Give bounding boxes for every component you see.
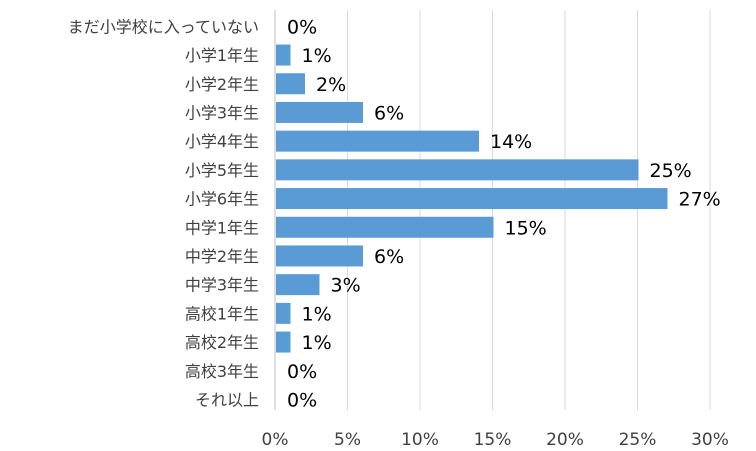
data-labels: 0% 1% 2% 6% 14% 25% 27% 15% 6% 3% 1% 1% 0% 0% [287,16,721,411]
bars [276,44,668,353]
data-label: 15% [505,217,547,239]
bar [276,216,494,238]
data-label: 25% [650,160,692,182]
category-label: 小学1年生 [185,46,259,65]
data-label: 1% [302,332,332,354]
category-label: 中学2年生 [185,247,259,266]
bar [276,159,639,181]
data-label: 0% [287,389,317,411]
bar [276,73,305,95]
data-label: 6% [374,246,404,268]
x-tick-label: 30% [691,430,729,450]
bar [276,274,320,296]
category-label: 高校1年生 [185,304,259,323]
category-label: それ以上 [195,390,259,409]
x-axis-tick-labels: 0% 5% 10% 15% 20% 25% 30% [262,430,729,450]
category-label: まだ小学校に入っていない [68,17,259,36]
category-label: 小学2年生 [185,75,259,94]
gridlines [274,10,711,410]
category-labels: まだ小学校に入っていない小学1年生小学2年生小学3年生小学4年生小学5年生小学6… [68,17,259,409]
bar [276,245,363,267]
category-label: 高校2年生 [185,333,259,352]
x-tick-label: 15% [474,430,512,450]
category-label: 小学4年生 [185,132,259,151]
bar [276,331,291,353]
x-tick-label: 20% [546,430,584,450]
category-label: 高校3年生 [185,362,259,381]
data-label: 14% [490,131,532,153]
bar [276,101,363,123]
x-tick-label: 10% [401,430,439,450]
data-label: 1% [302,45,332,67]
data-label: 2% [316,74,346,96]
data-label: 0% [287,16,317,38]
bar [276,302,291,324]
category-label: 小学5年生 [185,161,259,180]
category-label: 小学6年生 [185,190,259,209]
x-tick-label: 25% [619,430,657,450]
category-label: 中学3年生 [185,276,259,295]
x-tick-label: 5% [334,430,361,450]
data-label: 1% [302,303,332,325]
bar [276,188,668,210]
category-label: 中学1年生 [185,218,259,237]
x-tick-label: 0% [262,430,289,450]
data-label: 27% [679,189,721,211]
data-label: 3% [331,275,361,297]
data-label: 6% [374,102,404,124]
bar [276,44,291,66]
data-label: 0% [287,361,317,383]
category-label: 小学3年生 [185,103,259,122]
bar [276,130,479,152]
